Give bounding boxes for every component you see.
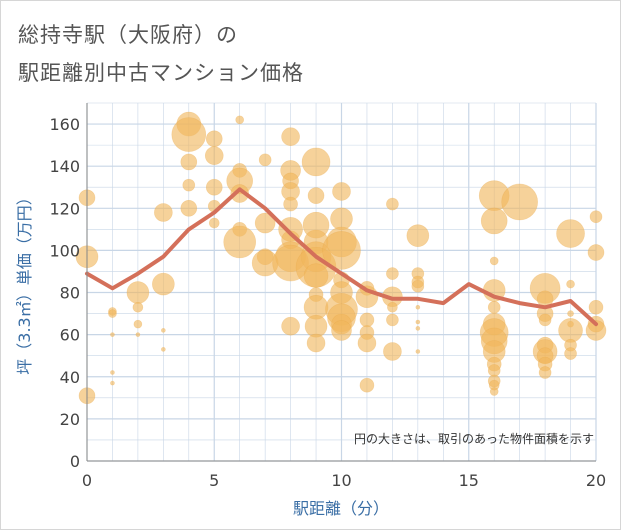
data-bubble — [223, 225, 256, 259]
data-bubble — [567, 310, 574, 317]
data-bubble — [587, 244, 605, 261]
data-bubble — [415, 304, 421, 310]
x-tick-label: 20 — [586, 471, 606, 490]
bubbles — [75, 111, 607, 405]
data-bubble — [487, 300, 501, 314]
data-bubble — [322, 231, 361, 270]
data-bubble — [205, 178, 223, 196]
data-bubble — [110, 370, 115, 375]
data-bubble — [301, 147, 331, 177]
data-bubble — [281, 316, 300, 336]
data-bubble — [283, 196, 298, 212]
y-tick-label: 20 — [60, 410, 80, 429]
y-tick-label: 160 — [49, 115, 80, 134]
axes: 0 5 10 15 20 0 20 40 60 80 100 120 140 160 — [49, 103, 606, 490]
data-bubble — [161, 347, 166, 352]
data-bubble — [133, 319, 143, 329]
data-bubble — [487, 364, 501, 377]
data-bubble — [357, 333, 377, 353]
y-axis-label: 坪（3.3㎡）単価（万円） — [15, 189, 34, 374]
data-bubble — [132, 301, 144, 313]
data-bubble — [359, 377, 375, 393]
data-bubble — [556, 219, 585, 248]
data-bubble — [588, 299, 604, 315]
data-bubble — [258, 153, 272, 167]
data-bubble — [489, 387, 499, 396]
data-bubble — [489, 256, 499, 266]
data-bubble — [108, 309, 117, 318]
x-tick-label: 5 — [209, 471, 219, 490]
chart-title-line1: 総持寺駅（大阪府）の — [18, 23, 238, 47]
data-bubble — [501, 183, 538, 221]
data-bubble — [558, 318, 583, 343]
data-bubble — [171, 117, 207, 152]
data-bubble — [406, 224, 430, 247]
chart-title-line2: 駅距離別中古マンション価格 — [18, 61, 304, 85]
data-bubble — [564, 347, 577, 360]
y-tick-label: 80 — [60, 284, 80, 303]
data-bubble — [180, 153, 198, 171]
data-bubble — [152, 272, 175, 296]
data-bubble — [538, 366, 552, 379]
y-tick-label: 100 — [49, 241, 80, 260]
data-bubble — [538, 313, 552, 327]
data-bubble — [154, 203, 173, 222]
data-bubble — [332, 182, 351, 201]
x-tick-label: 10 — [331, 471, 351, 490]
x-tick-label: 0 — [82, 471, 92, 490]
data-bubble — [386, 197, 399, 211]
data-bubble — [359, 312, 375, 328]
y-tick-label: 60 — [60, 326, 80, 345]
data-bubble — [330, 207, 353, 231]
y-tick-label: 0 — [70, 452, 80, 471]
x-tick-label: 15 — [459, 471, 479, 490]
data-bubble — [161, 328, 166, 333]
data-bubble — [306, 333, 326, 353]
data-bubble — [205, 130, 223, 148]
data-bubble — [415, 326, 421, 331]
data-bubble — [180, 199, 198, 217]
data-bubble — [204, 146, 224, 165]
y-tick-label: 120 — [49, 199, 80, 218]
average-line — [85, 187, 598, 327]
data-bubble — [182, 178, 196, 192]
data-bubble — [387, 301, 398, 313]
data-bubble — [386, 267, 399, 280]
data-bubble — [208, 217, 220, 229]
data-bubble — [281, 127, 300, 146]
data-bubble — [331, 320, 352, 341]
average-price-line — [85, 187, 598, 327]
data-bubble — [303, 263, 329, 288]
data-bubble — [411, 279, 425, 293]
data-bubble — [415, 349, 421, 354]
data-bubble — [585, 320, 607, 341]
data-bubble — [135, 332, 141, 337]
data-bubble — [589, 210, 603, 224]
data-bubble — [126, 281, 150, 304]
data-bubble — [383, 342, 402, 361]
data-bubble — [307, 187, 325, 204]
data-bubble — [235, 115, 244, 125]
data-bubble — [110, 332, 115, 337]
y-tick-label: 140 — [49, 157, 80, 176]
data-bubble — [566, 279, 575, 289]
data-bubble — [254, 212, 276, 234]
data-bubble — [415, 319, 421, 325]
x-axis-label: 駅距離（分） — [293, 499, 389, 518]
data-bubble — [386, 313, 399, 327]
y-tick-label: 40 — [60, 368, 80, 387]
data-bubble — [110, 380, 115, 386]
data-bubble — [480, 207, 508, 235]
bubble-size-note: 円の大きさは、取引のあった物件面積を示す — [354, 431, 594, 446]
